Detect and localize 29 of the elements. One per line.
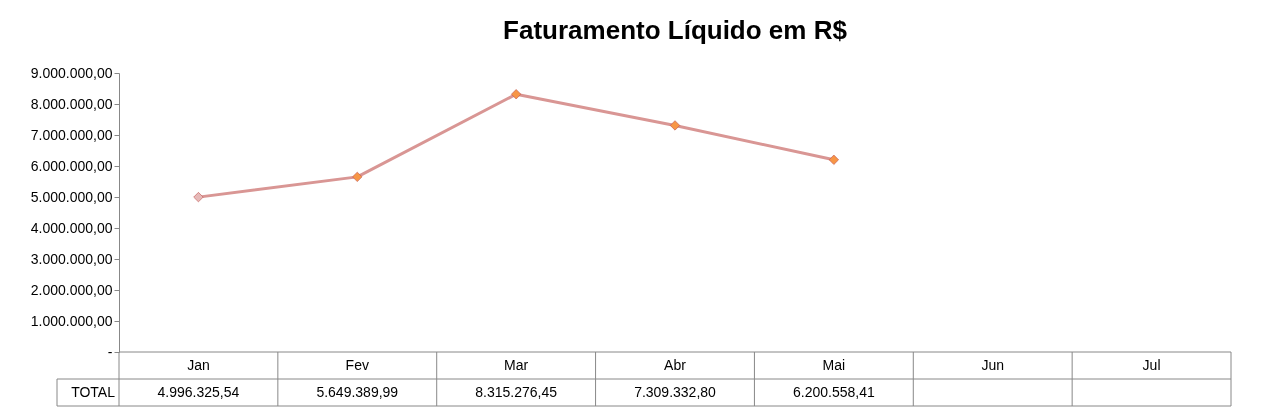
point: [511, 89, 522, 100]
x-tick-label: Fev: [345, 356, 369, 373]
data-label: 7.309.332,80: [634, 383, 717, 400]
y-tick-label: 1.000.000,00: [30, 312, 113, 329]
y-tick-label: 9.000.000,00: [30, 64, 113, 81]
text: TOTAL: [71, 383, 116, 400]
x-tick-label: Mai: [822, 356, 846, 373]
x-tick-label: Jan: [187, 356, 210, 373]
y-tick-label: 4.000.000,00: [30, 219, 113, 236]
x-tick-label: Jul: [1142, 356, 1161, 373]
point: [828, 154, 839, 165]
data-label: 8.315.276,45: [475, 383, 558, 400]
x-tick-label: Abr: [664, 356, 687, 373]
chart-title: Faturamento Líquido em R$: [503, 15, 848, 45]
y-tick-label: 6.000.000,00: [30, 157, 113, 174]
y-tick-label: -: [107, 343, 113, 360]
y-tick-label: 7.000.000,00: [30, 126, 113, 143]
x-tick-label: Jun: [981, 356, 1004, 373]
data-label: 6.200.558,41: [792, 383, 875, 400]
x-tick-label: Mar: [504, 356, 529, 373]
point: [193, 192, 204, 203]
y-tick-label: 8.000.000,00: [30, 95, 113, 112]
y-tick-label: 2.000.000,00: [30, 281, 113, 298]
data-label: 4.996.325,54: [157, 383, 240, 400]
data-label: 5.649.389,99: [316, 383, 399, 400]
y-tick-label: 5.000.000,00: [30, 188, 113, 205]
y-tick-label: 3.000.000,00: [30, 250, 113, 267]
point: [669, 120, 681, 131]
point: [352, 171, 363, 182]
